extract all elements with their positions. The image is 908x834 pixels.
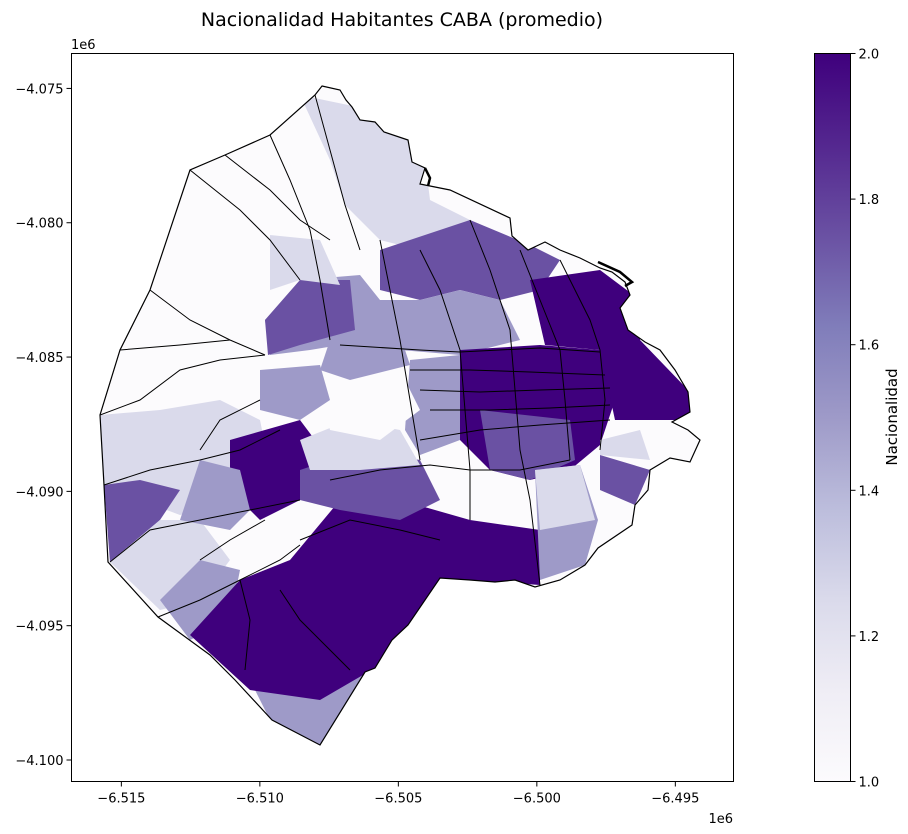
colorbar-tick-label: 1.4 [859, 484, 880, 499]
colorbar-tick-label: 1.0 [859, 776, 880, 791]
district-boundaries [119, 339, 231, 351]
district-boundaries [189, 169, 301, 281]
colorbar-tick-label: 1.8 [859, 193, 880, 208]
region-center-pale [320, 370, 420, 440]
district-boundaries [100, 354, 266, 416]
y-offset-label: 1e6 [71, 38, 96, 53]
x-tick-label: −6.510 [236, 792, 284, 807]
y-tick-label: −4.090 [15, 485, 63, 500]
district-boundaries [419, 419, 611, 441]
district-boundaries [224, 154, 331, 241]
region-center-east [480, 410, 575, 480]
region-north-coast [300, 95, 470, 250]
district-boundaries [419, 387, 611, 393]
district-boundaries [199, 399, 261, 451]
district-boundaries [299, 519, 441, 541]
colorbar-tick-label: 1.6 [859, 339, 880, 354]
x-axis: −6.515 −6.510 −6.505 −6.500 −6.495 [97, 781, 699, 807]
x-tick-label: −6.515 [97, 792, 145, 807]
colorbar-axis: 1.0 1.2 1.4 1.6 1.8 2.0 [850, 48, 880, 791]
district-boundaries [199, 519, 266, 561]
district-boundaries [103, 429, 281, 486]
colorbar [814, 53, 851, 782]
district-boundaries [279, 589, 351, 671]
y-tick-label: −4.080 [15, 217, 63, 232]
district-boundaries [410, 369, 606, 376]
y-tick-label: −4.085 [15, 351, 63, 366]
region-east-pale [600, 430, 650, 460]
port-pier [423, 167, 432, 187]
district-boundaries [469, 219, 541, 586]
district-boundaries [559, 259, 606, 451]
region-east [600, 455, 650, 505]
region-center-pale-2 [320, 335, 410, 380]
x-tick-label: −6.495 [651, 792, 699, 807]
y-axis: −4.075 −4.080 −4.085 −4.090 −4.095 −4.100 [15, 82, 72, 769]
district-boundaries [430, 404, 611, 411]
colorbar-tick-label: 2.0 [859, 48, 880, 63]
district-boundaries [239, 579, 251, 671]
colorbar-tick-label: 1.2 [859, 630, 880, 645]
chart-title: Nacionalidad Habitantes CABA (promedio) [201, 9, 603, 31]
region-north-west-band [265, 280, 355, 355]
region-center-mid [405, 355, 460, 455]
region-upper-pale [270, 235, 340, 290]
x-offset-label: 1e6 [708, 812, 733, 827]
port-pier [597, 260, 635, 288]
district-boundaries [109, 499, 301, 563]
x-tick-label: −6.505 [374, 792, 422, 807]
district-boundaries [329, 459, 571, 481]
y-tick-label: −4.075 [15, 82, 63, 97]
district-boundaries [419, 249, 471, 520]
district-boundaries [269, 134, 331, 341]
district-boundaries [149, 289, 266, 356]
x-tick-label: −6.500 [513, 792, 561, 807]
district-boundaries [519, 249, 571, 461]
region-port [530, 270, 690, 420]
region-west-strip [104, 480, 180, 562]
region-inner-west [180, 460, 250, 530]
region-northeast [380, 220, 560, 300]
y-tick-label: −4.100 [15, 754, 63, 769]
region-center-west [260, 365, 330, 420]
region-southeast-pale [535, 465, 595, 530]
y-tick-label: −4.095 [15, 620, 63, 635]
region-south [190, 500, 540, 700]
district-boundaries [314, 94, 361, 251]
colorbar-label: Nacionalidad [883, 368, 901, 465]
city-outline [99, 85, 701, 746]
district-boundaries [379, 239, 421, 461]
district-boundaries [339, 344, 601, 353]
